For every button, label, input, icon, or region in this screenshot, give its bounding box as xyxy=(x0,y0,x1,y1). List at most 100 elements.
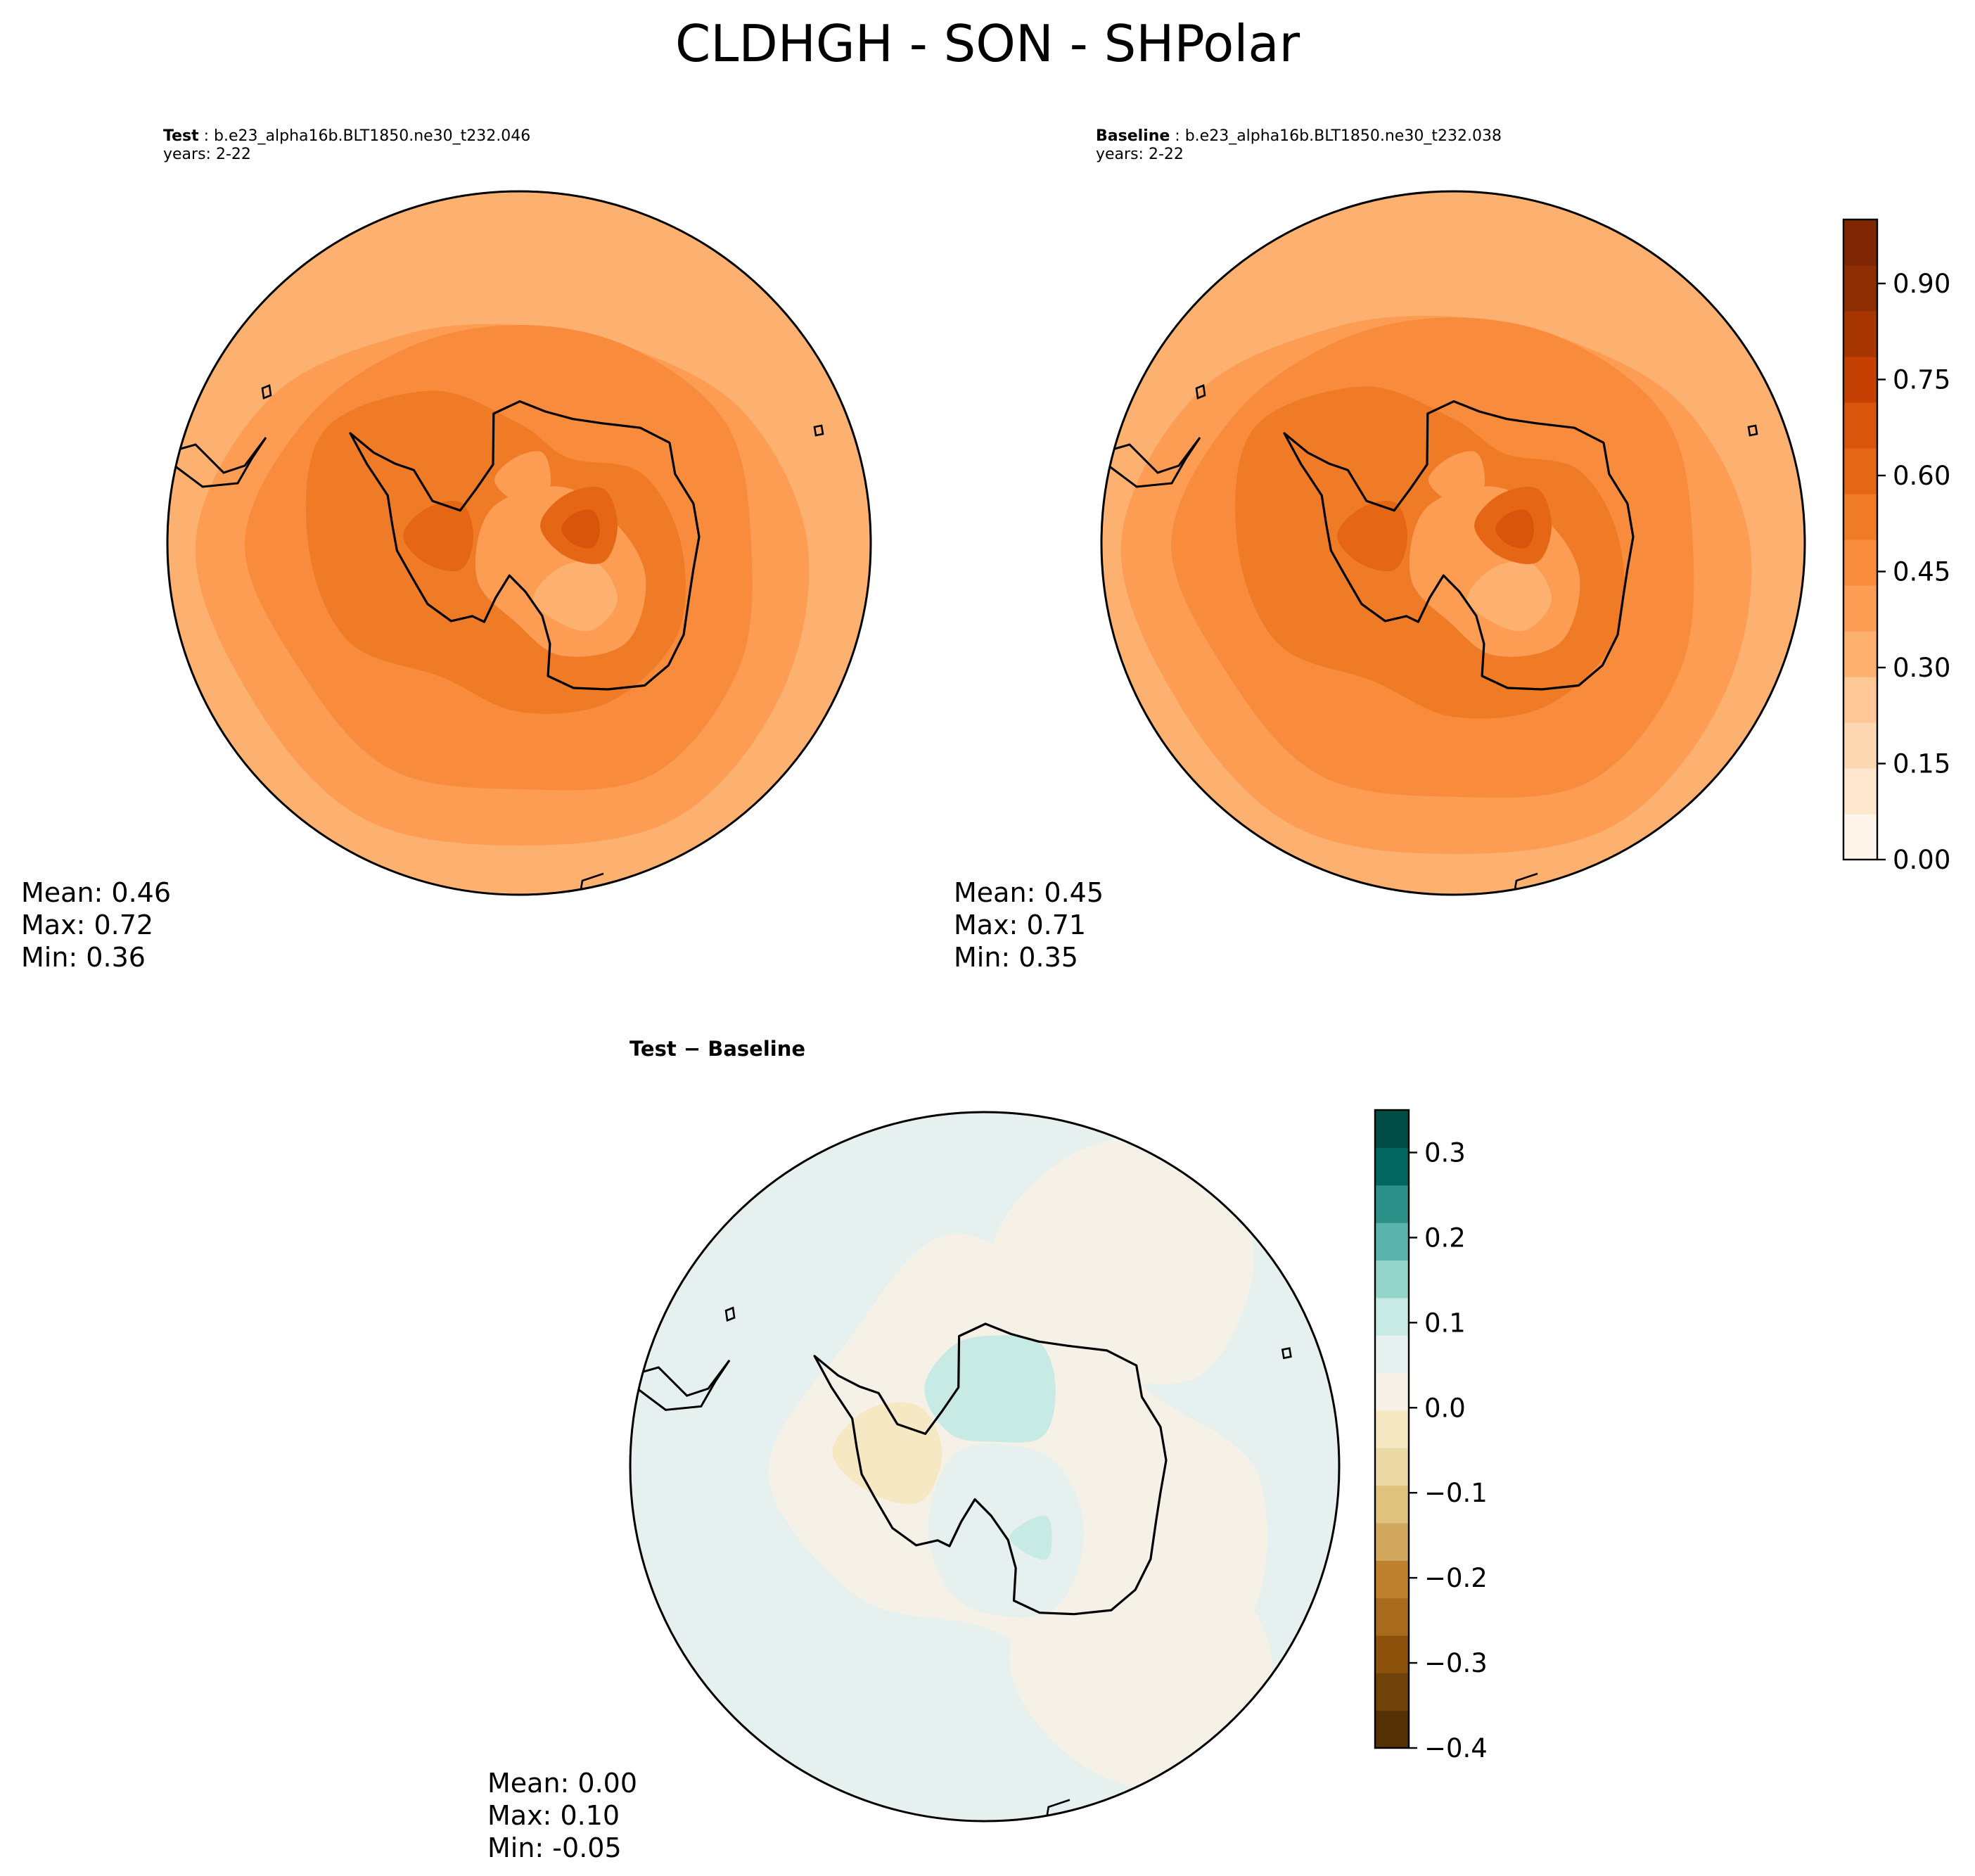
test-west-high xyxy=(403,500,473,572)
colorbar-main-swatch xyxy=(1843,311,1877,357)
colorbar-diff-frame xyxy=(1374,1109,1410,1749)
test-south-america-coast xyxy=(170,437,267,488)
colorbar-diff-swatch xyxy=(1375,1223,1409,1261)
test-ridge-peak xyxy=(561,509,600,549)
test-min: Min: 0.36 xyxy=(21,942,146,973)
colorbar-main-tick-label: 0.00 xyxy=(1893,845,1950,875)
baseline-antarctica-coast xyxy=(1283,400,1635,691)
colorbar-main-swatch xyxy=(1843,722,1877,769)
baseline-stats: Mean: 0.45 Max: 0.71 Min: 0.35 xyxy=(954,876,1104,974)
diff-antarctica-coast xyxy=(813,1322,1168,1616)
colorbar-main-swatch xyxy=(1843,540,1877,586)
test-case-header: Test : b.e23_alpha16b.BLT1850.ne30_t232.… xyxy=(163,127,531,163)
colorbar-diff-tick-label: −0.3 xyxy=(1424,1648,1488,1678)
baseline-south-america-coast xyxy=(1104,437,1201,488)
baseline-map xyxy=(1100,190,1806,896)
diff-south-america-coast xyxy=(633,1359,731,1411)
colorbar-diff-swatch xyxy=(1375,1410,1409,1448)
baseline-case-name: b.e23_alpha16b.BLT1850.ne30_t232.038 xyxy=(1184,127,1502,145)
colorbar-diff: −0.4 −0.3 −0.2 −0.1 0.0 0.1 0.2 0.3 xyxy=(1374,1109,1488,1763)
colorbar-diff-swatch xyxy=(1375,1448,1409,1486)
diff-island-coast-east xyxy=(1281,1347,1292,1360)
diff-field xyxy=(630,1112,1339,1821)
colorbar-main-tick-label: 0.45 xyxy=(1893,557,1950,587)
colorbar-main-swatch xyxy=(1843,265,1877,312)
diff-boundary xyxy=(629,1111,1341,1823)
baseline-min: Min: 0.35 xyxy=(954,942,1078,973)
test-max: Max: 0.72 xyxy=(21,910,154,940)
colorbar-diff-swatch xyxy=(1375,1673,1409,1711)
baseline-plateau-lowest xyxy=(1466,561,1552,632)
diff-new-zealand-coast xyxy=(1044,1799,1070,1821)
baseline-island-coast xyxy=(1195,384,1206,400)
diff-level-negative-ne xyxy=(992,1135,1255,1384)
colorbar-diff-swatch xyxy=(1375,1185,1409,1223)
diff-level-positive-cap xyxy=(924,1335,1056,1443)
colorbar-main-tick-label: 0.15 xyxy=(1893,749,1950,779)
colorbar-diff-swatch xyxy=(1375,1372,1409,1411)
diff-level-negative-se xyxy=(1009,1531,1272,1797)
baseline-label: Baseline xyxy=(1096,127,1170,145)
baseline-max: Max: 0.71 xyxy=(954,910,1087,940)
colorbar-diff-tick-label: 0.1 xyxy=(1424,1308,1466,1338)
figure-title: CLDHGH - SON - SHPolar xyxy=(675,14,1300,73)
colorbar-main-swatch xyxy=(1843,494,1877,540)
colorbar-main-swatch xyxy=(1843,631,1877,677)
colorbar-diff-tick-label: 0.0 xyxy=(1424,1393,1466,1423)
colorbar-diff-tick-label: 0.3 xyxy=(1424,1137,1466,1168)
colorbar-main-swatch xyxy=(1843,768,1877,815)
colorbar-main-swatch xyxy=(1843,219,1877,266)
colorbar-main-swatch xyxy=(1843,357,1877,403)
baseline-island-coast-east xyxy=(1747,424,1758,437)
colorbar-diff-swatch xyxy=(1375,1522,1409,1561)
baseline-west-high xyxy=(1337,500,1407,572)
colorbar-main-swatch xyxy=(1843,677,1877,723)
test-east-low xyxy=(494,451,551,509)
baseline-east-low xyxy=(1428,451,1485,509)
diff-stats: Mean: 0.00 Max: 0.10 Min: -0.05 xyxy=(487,1767,637,1864)
diff-mean: Mean: 0.00 xyxy=(487,1768,638,1799)
baseline-years: years: 2-22 xyxy=(1096,146,1184,163)
test-map xyxy=(166,190,872,896)
test-years: years: 2-22 xyxy=(163,146,251,163)
colorbar-diff-tick-label: 0.2 xyxy=(1424,1223,1466,1253)
baseline-ridge-peak xyxy=(1495,509,1534,549)
colorbar-diff-swatch xyxy=(1375,1147,1409,1186)
colorbar-main-tick-label: 0.90 xyxy=(1893,269,1950,299)
colorbar-main-tick-label: 0.30 xyxy=(1893,653,1950,683)
baseline-boundary xyxy=(1100,190,1806,896)
test-mean: Mean: 0.46 xyxy=(21,877,172,908)
colorbar-diff-swatch xyxy=(1375,1560,1409,1599)
test-boundary xyxy=(166,190,872,896)
colorbar-diff-tick-label: −0.1 xyxy=(1424,1478,1488,1508)
colorbar-main-swatch xyxy=(1843,448,1877,494)
test-label: Test xyxy=(163,127,199,145)
diff-min: Min: -0.05 xyxy=(487,1832,622,1863)
test-plateau-lowest xyxy=(532,561,618,632)
colorbar-diff-tick-label: −0.2 xyxy=(1424,1563,1488,1593)
colorbar-main-frame xyxy=(1842,218,1879,861)
diff-level-positive-east xyxy=(1009,1515,1052,1560)
baseline-field xyxy=(1101,191,1805,895)
colorbar-main-swatch xyxy=(1843,814,1877,860)
colorbar-main-swatch xyxy=(1843,585,1877,632)
diff-level-negative-peninsula xyxy=(832,1402,942,1505)
test-field xyxy=(167,191,871,895)
test-new-zealand-coast xyxy=(577,872,604,895)
colorbar-main-tick-label: 0.60 xyxy=(1893,461,1950,491)
colorbar-main-swatch xyxy=(1843,402,1877,449)
diff-max: Max: 0.10 xyxy=(487,1800,620,1831)
diff-map xyxy=(629,1111,1341,1823)
baseline-case-header: Baseline : b.e23_alpha16b.BLT1850.ne30_t… xyxy=(1096,127,1502,163)
diff-title: Test − Baseline xyxy=(629,1037,806,1061)
baseline-new-zealand-coast xyxy=(1511,872,1538,895)
diff-island-coast xyxy=(724,1306,736,1322)
colorbar-diff-swatch xyxy=(1375,1710,1409,1749)
colorbar-diff-swatch xyxy=(1375,1297,1409,1336)
test-antarctica-coast xyxy=(349,400,701,691)
test-island-coast-east xyxy=(813,424,824,437)
colorbar-diff-swatch xyxy=(1375,1335,1409,1374)
colorbar-main-tick-label: 0.75 xyxy=(1893,365,1950,395)
